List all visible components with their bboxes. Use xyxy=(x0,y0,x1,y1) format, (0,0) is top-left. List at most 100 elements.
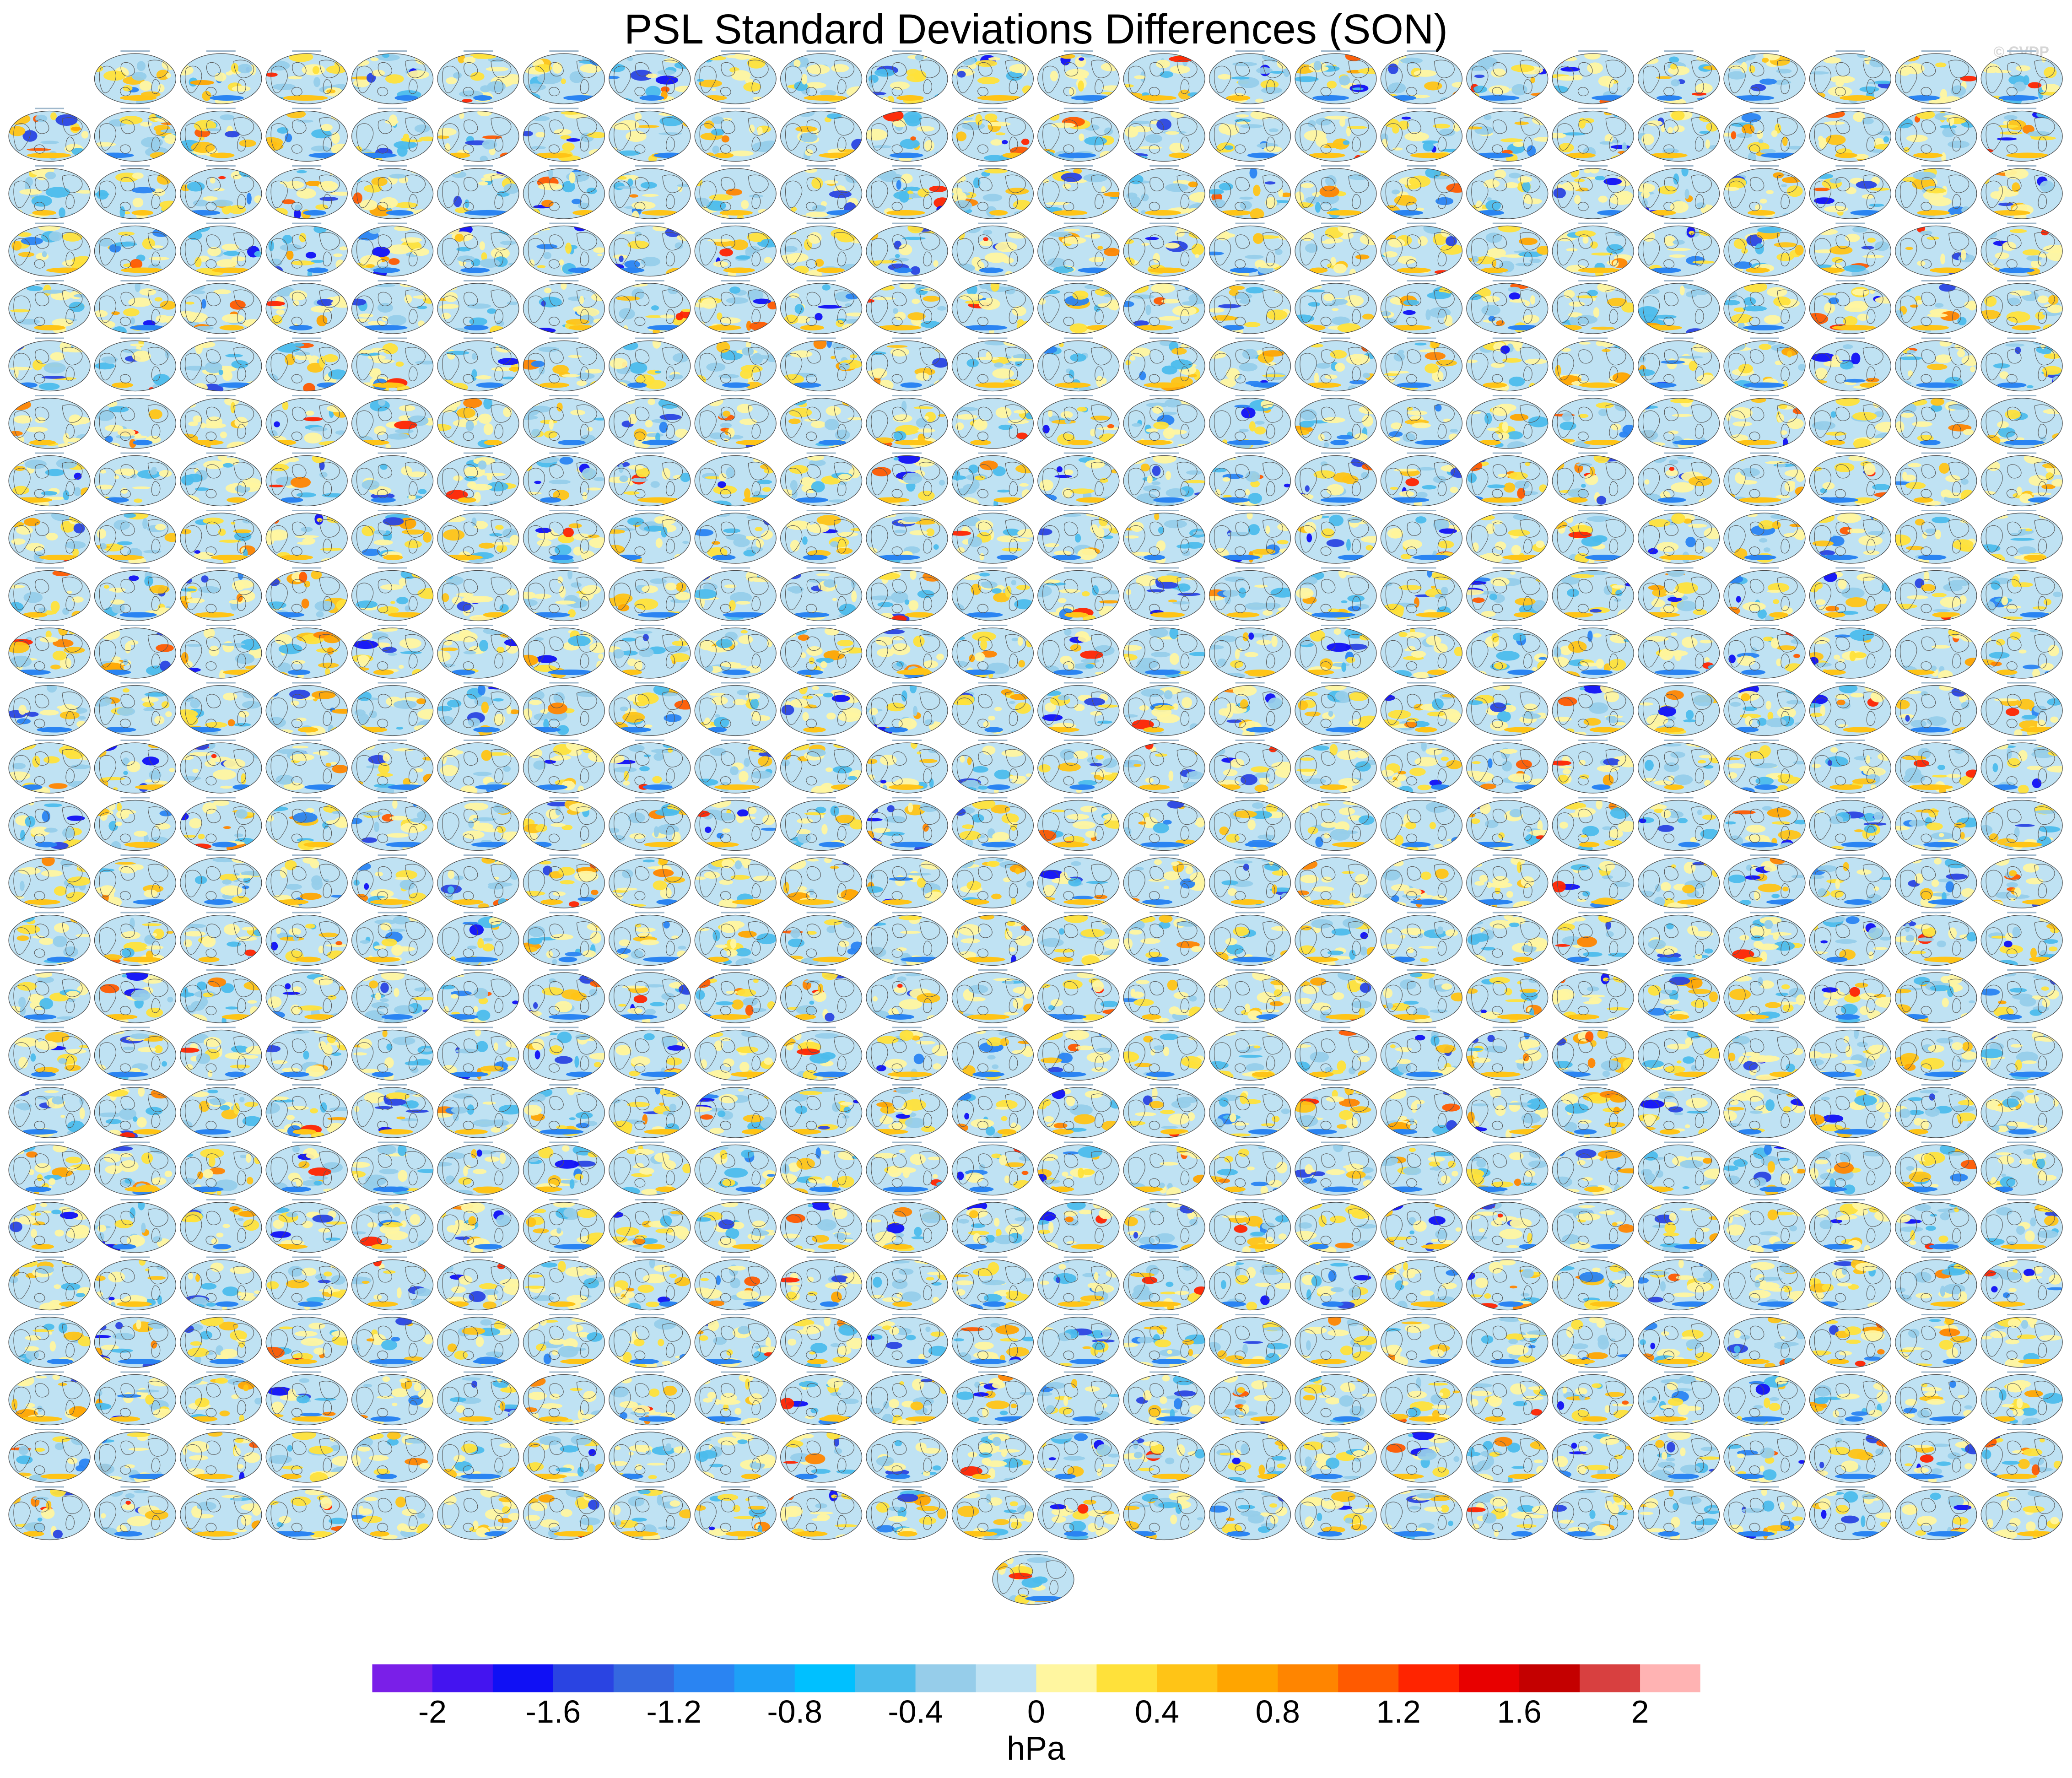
coastline xyxy=(1814,238,1832,265)
field-anomaly xyxy=(1993,169,2012,173)
panel-title xyxy=(978,222,1008,224)
field-anomaly xyxy=(1997,382,2027,388)
field-anomaly xyxy=(631,478,648,482)
coastline xyxy=(1921,177,1936,191)
field-anomaly xyxy=(2043,245,2063,253)
field-anomaly xyxy=(386,210,414,216)
field-anomaly xyxy=(94,142,116,147)
panel-title xyxy=(292,108,322,109)
panel-title xyxy=(1235,108,1265,109)
field-anomaly xyxy=(811,481,825,492)
map-panel xyxy=(351,337,434,392)
field-anomaly xyxy=(1960,489,1975,501)
coastline xyxy=(1407,177,1421,191)
field-anomaly xyxy=(1046,202,1070,205)
field-anomaly xyxy=(500,152,512,159)
field-anomaly xyxy=(32,359,43,371)
field-anomaly xyxy=(1935,354,1952,363)
coastline xyxy=(576,59,597,78)
field-anomaly xyxy=(228,205,246,214)
coastline xyxy=(205,259,217,269)
map-panel xyxy=(1638,50,1720,104)
field-anomaly xyxy=(1732,95,1775,101)
coastline xyxy=(923,309,932,324)
field-anomaly xyxy=(135,283,140,292)
panel-title xyxy=(378,452,407,454)
coastline xyxy=(1921,87,1932,97)
map-panel xyxy=(866,165,948,219)
coastline xyxy=(1986,65,2003,93)
coastline xyxy=(405,289,426,308)
field-anomaly xyxy=(1517,176,1532,183)
field-anomaly xyxy=(1639,409,1646,412)
field-anomaly xyxy=(917,428,935,433)
field-anomaly xyxy=(214,72,227,82)
panel-title xyxy=(1750,108,1779,109)
field-anomaly xyxy=(1782,213,1795,218)
field-anomaly xyxy=(1514,121,1529,125)
field-anomaly xyxy=(872,297,896,300)
coastline xyxy=(62,404,83,423)
panel-title xyxy=(721,50,750,52)
map-panel xyxy=(780,452,863,507)
field-anomaly xyxy=(1194,254,1199,258)
coastline xyxy=(1235,349,1250,364)
coastline xyxy=(377,432,388,441)
field-anomaly xyxy=(1452,91,1462,102)
field-anomaly xyxy=(1809,313,1829,325)
field-anomaly xyxy=(2004,440,2045,445)
field-anomaly xyxy=(749,195,763,198)
field-anomaly xyxy=(1244,322,1261,327)
coastline xyxy=(1434,232,1455,251)
field-anomaly xyxy=(698,80,722,87)
coastline xyxy=(1320,144,1332,154)
panel-title xyxy=(1835,108,1865,109)
field-anomaly xyxy=(1231,76,1250,80)
field-anomaly xyxy=(1299,421,1314,428)
coastline xyxy=(614,123,631,151)
field-anomaly xyxy=(105,436,113,443)
field-anomaly xyxy=(1581,484,1586,488)
coastline xyxy=(1214,180,1231,208)
coastline xyxy=(291,202,302,211)
coastline xyxy=(120,177,135,191)
coastline xyxy=(1385,238,1403,265)
coastline xyxy=(1063,87,1074,97)
field-anomaly xyxy=(1445,211,1460,219)
field-anomaly xyxy=(1388,371,1409,374)
field-anomaly xyxy=(893,457,899,461)
coastline xyxy=(1921,259,1932,269)
field-anomaly xyxy=(1388,210,1424,216)
field-anomaly xyxy=(1054,475,1072,478)
field-anomaly xyxy=(353,78,369,87)
field-anomaly xyxy=(1661,124,1666,132)
coastline xyxy=(405,232,426,251)
field-anomaly xyxy=(627,178,633,187)
field-anomaly xyxy=(729,286,741,294)
field-anomaly xyxy=(872,260,897,264)
field-anomaly xyxy=(118,232,135,236)
map-panel xyxy=(523,395,605,449)
map-panel xyxy=(1638,165,1720,219)
field-anomaly xyxy=(1783,438,1788,449)
field-anomaly xyxy=(1123,54,1141,59)
field-anomaly xyxy=(957,70,966,78)
field-anomaly xyxy=(1813,188,1830,191)
field-anomaly xyxy=(1388,238,1405,248)
field-anomaly xyxy=(1300,183,1314,188)
field-anomaly xyxy=(184,366,208,371)
field-anomaly xyxy=(913,70,927,82)
coastline xyxy=(806,374,817,384)
coastline xyxy=(494,136,503,151)
field-anomaly xyxy=(647,325,686,330)
map-panel xyxy=(1723,50,1806,104)
field-anomaly xyxy=(565,243,572,254)
coastline xyxy=(1009,79,1018,94)
coastline xyxy=(65,424,75,439)
coastline xyxy=(62,117,83,136)
field-anomaly xyxy=(400,237,422,243)
field-anomaly xyxy=(1362,373,1371,378)
field-anomaly xyxy=(1709,286,1720,290)
field-anomaly xyxy=(1355,254,1370,259)
coastline xyxy=(442,180,459,208)
